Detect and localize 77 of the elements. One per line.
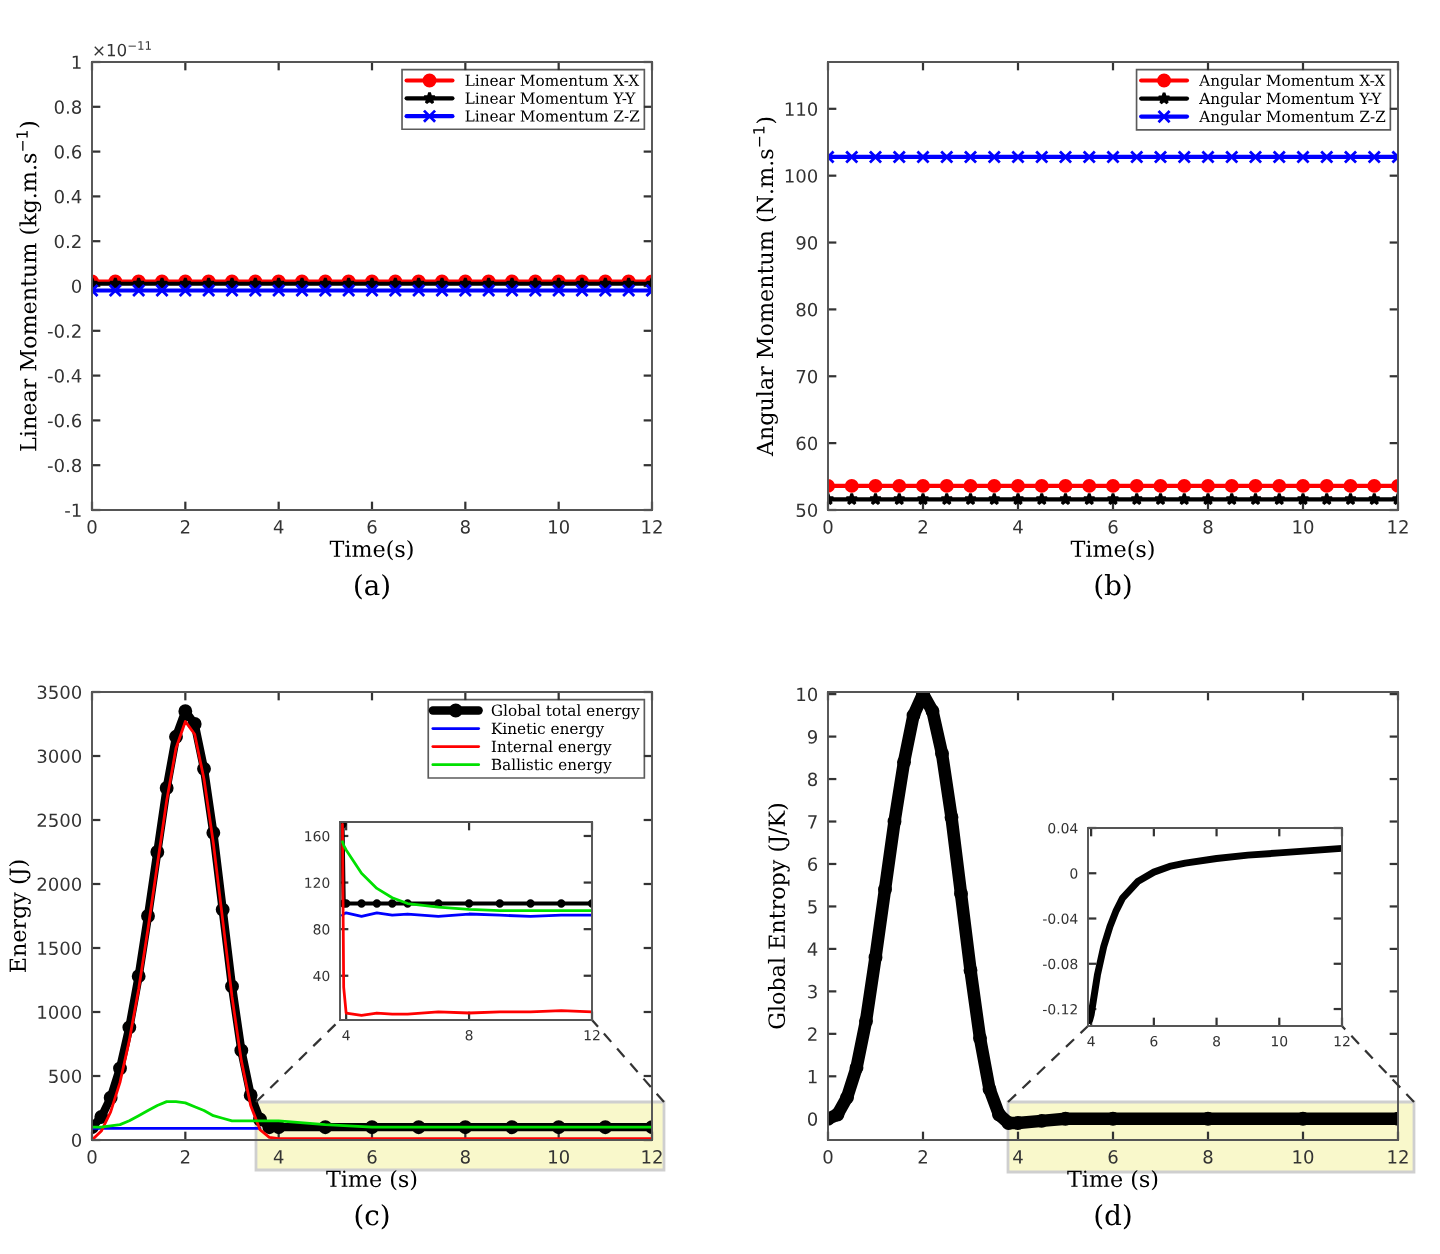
y-tick-label: 0 xyxy=(807,1112,818,1126)
y-tick-label: -0.6 xyxy=(47,413,82,428)
x-tick-label: 10 xyxy=(549,520,569,534)
x-tick-label: 6 xyxy=(1108,520,1118,534)
x-tick-label: 12 xyxy=(642,520,662,534)
y-tick-label: 80 xyxy=(796,302,818,317)
y-tick-label: 10 xyxy=(797,687,818,702)
y-tick-label: 0 xyxy=(71,1133,82,1148)
x-tick-label: 2 xyxy=(918,520,927,534)
y-tick-label: 0.8 xyxy=(54,100,82,114)
text: (a) xyxy=(355,574,389,600)
y-axis-title: Global Entropy (J/K) xyxy=(767,803,790,1029)
x-tick-label: 4 xyxy=(1013,1150,1023,1164)
x-tick-label: 12 xyxy=(1388,520,1408,534)
x-tick-label: 0 xyxy=(823,520,833,534)
y-tick-label: -0.2 xyxy=(47,324,81,338)
y-tick-label: 6 xyxy=(808,857,818,872)
x-tick-label: 8 xyxy=(1203,520,1213,534)
x-tick-label: 0 xyxy=(87,1150,97,1164)
y-tick-label: 5 xyxy=(808,900,817,914)
y-tick-label: 8 xyxy=(808,772,818,787)
x-tick-label: 6 xyxy=(1108,1150,1118,1164)
y-tick-label: -0.4 xyxy=(47,369,82,383)
x-tick-label: 8 xyxy=(460,520,470,534)
x-tick-label: 0 xyxy=(87,520,97,534)
y-tick-label: 2000 xyxy=(37,877,82,892)
x-axis-title: Time (s) xyxy=(326,1169,417,1191)
y-tick-label: 0 xyxy=(71,279,82,294)
x-tick-label: 4 xyxy=(273,520,284,534)
y-tick-label: 2500 xyxy=(37,813,82,828)
x-tick-label: 10 xyxy=(1293,1150,1314,1164)
text: (c) xyxy=(355,1204,389,1230)
x-tick-label: 12 xyxy=(1388,1150,1408,1164)
x-tick-label: 6 xyxy=(367,1150,377,1164)
y-tick-label: -1 xyxy=(65,503,81,517)
text: (b) xyxy=(1095,574,1131,600)
y-tick-label: 70 xyxy=(796,369,818,384)
y-tick-label: 3 xyxy=(808,984,817,999)
x-tick-label: 4 xyxy=(1013,520,1023,534)
y-tick-label: 500 xyxy=(49,1069,82,1084)
x-tick-label: 6 xyxy=(367,520,377,534)
y-tick-label: 110 xyxy=(785,102,818,116)
x-tick-label: 2 xyxy=(180,520,190,534)
y-tick-label: 1500 xyxy=(38,941,82,956)
x-tick-label: 2 xyxy=(180,1150,190,1164)
y-tick-label: -0.8 xyxy=(47,458,82,473)
y-tick-label: 4 xyxy=(807,942,818,956)
y-axis-title: Linear Momentum (kg.m.s$^{−1}$) xyxy=(16,121,42,451)
x-tick-label: 8 xyxy=(460,1150,470,1164)
y-tick-label: 1 xyxy=(72,55,81,69)
y-tick-label: 9 xyxy=(807,730,818,744)
text: (d) xyxy=(1095,1204,1131,1230)
y-axis-title: Angular Momentum (N.m.s$^{−1}$) xyxy=(753,117,778,457)
text: ×10$^{−11}$ xyxy=(94,41,151,57)
x-tick-label: 12 xyxy=(642,1150,662,1164)
y-tick-label: 0.2 xyxy=(54,234,81,249)
x-tick-label: 0 xyxy=(823,1150,833,1164)
x-tick-label: 10 xyxy=(549,1150,569,1164)
x-tick-label: 2 xyxy=(918,1150,927,1164)
y-tick-label: 90 xyxy=(796,236,818,250)
y-tick-label: 3500 xyxy=(37,685,82,700)
x-axis-title: Time(s) xyxy=(1070,539,1154,561)
y-tick-label: 60 xyxy=(796,436,818,451)
y-tick-label: 3000 xyxy=(37,749,82,764)
x-axis-title: Time (s) xyxy=(1067,1169,1158,1191)
y-axis-title: Energy (J) xyxy=(8,860,31,972)
y-tick-label: 7 xyxy=(808,815,817,829)
x-tick-label: 8 xyxy=(1203,1150,1213,1164)
y-tick-label: 1 xyxy=(808,1070,817,1084)
x-tick-label: 10 xyxy=(1293,520,1314,534)
y-tick-label: 1000 xyxy=(38,1005,82,1020)
y-tick-label: 0.4 xyxy=(54,189,82,204)
y-tick-label: 0.6 xyxy=(54,145,82,159)
x-tick-label: 4 xyxy=(273,1150,284,1164)
x-axis-title: Time(s) xyxy=(329,539,413,561)
y-tick-label: 100 xyxy=(785,169,818,183)
y-tick-label: 50 xyxy=(796,503,818,518)
